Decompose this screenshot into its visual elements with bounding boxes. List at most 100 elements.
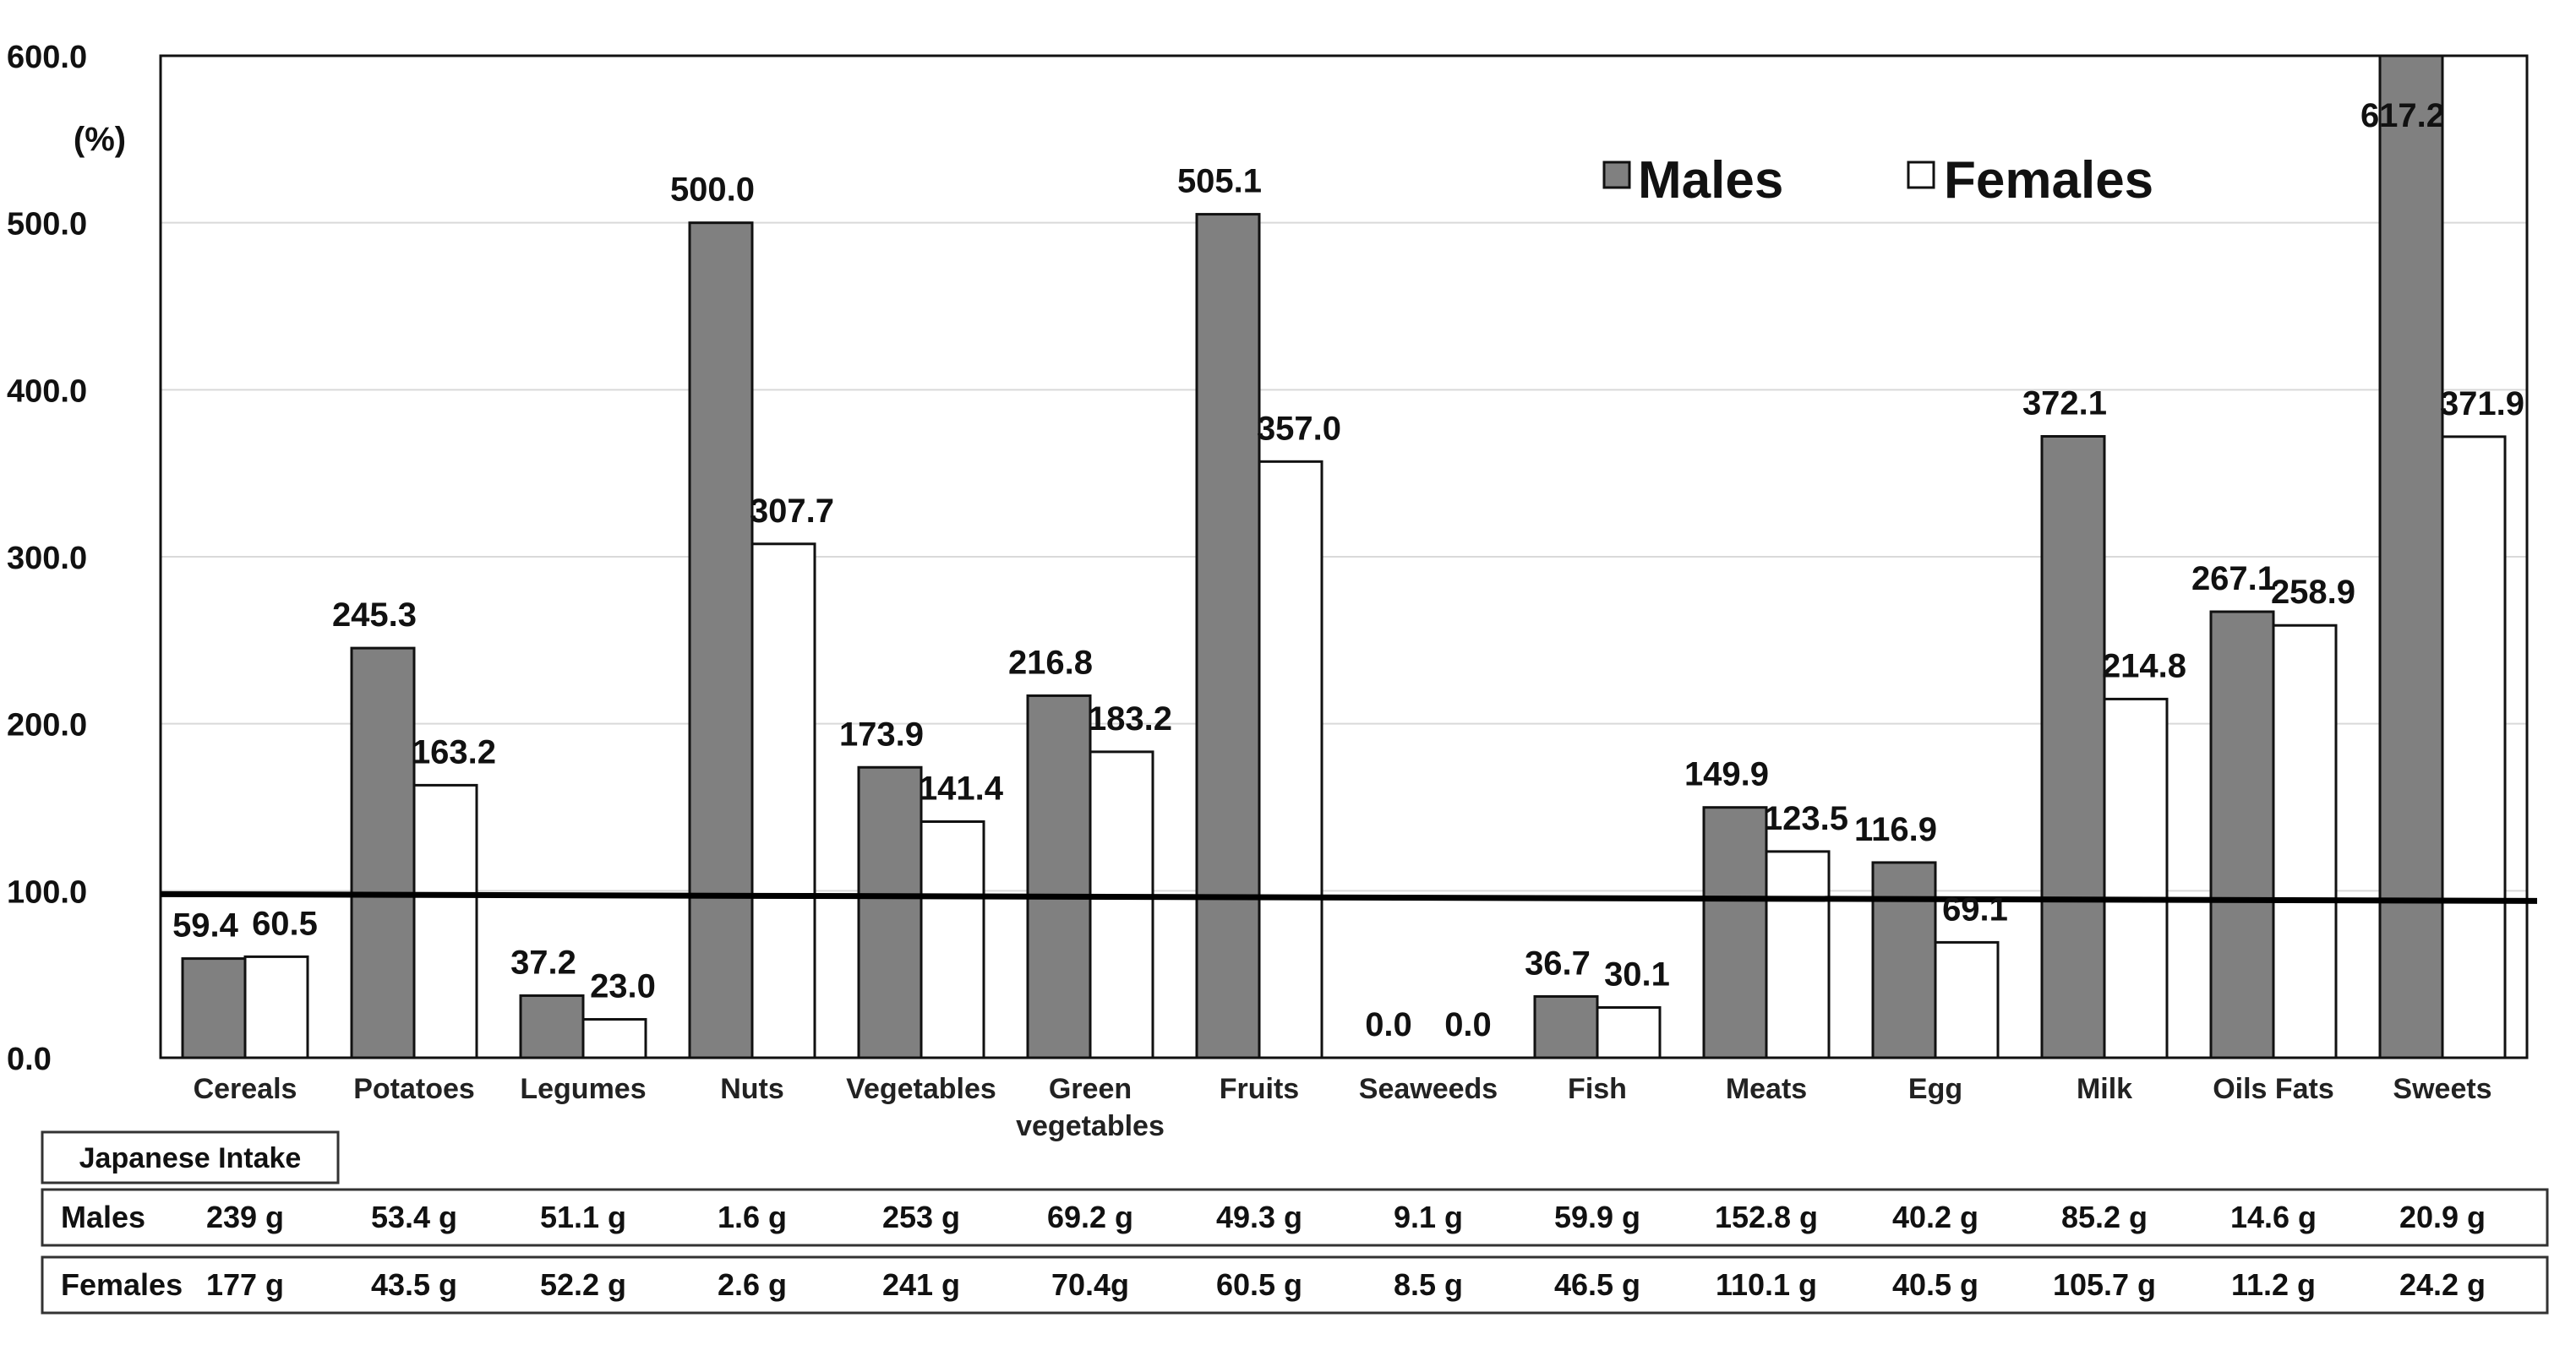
data-label-males-fish: 36.7 — [1525, 945, 1591, 982]
data-label-males-seaweeds: 0.0 — [1365, 1006, 1412, 1043]
table-title-box — [41, 1130, 340, 1184]
bar-females-meats — [1765, 850, 1831, 1059]
legend-swatch-females — [1907, 161, 1935, 189]
x-category-label: Cereals — [194, 1073, 297, 1105]
x-category-label: Oils Fats — [2213, 1073, 2334, 1105]
data-label-females-fish: 30.1 — [1604, 956, 1670, 994]
bar-males-oils-fats — [2209, 610, 2275, 1059]
x-axis-categories: Cereals Potatoes Legumes Nuts Vegetables Gree… — [194, 1073, 2492, 1142]
bar-females-fish — [1596, 1006, 1662, 1059]
x-category-label: Nuts — [720, 1073, 784, 1105]
plot-border — [159, 54, 2529, 1059]
table-cell: 152.8 g — [1715, 1200, 1818, 1234]
table-row-females-box — [41, 1255, 2549, 1315]
data-label-males-green-vegetables: 216.8 — [1008, 644, 1093, 681]
bar-females-egg — [1934, 940, 2000, 1059]
table-row-label-females: Females — [61, 1267, 183, 1302]
table-cell: 2.6 g — [718, 1267, 787, 1302]
legend-label-females: Females — [1944, 151, 2153, 210]
table-cell: 177 g — [206, 1267, 284, 1302]
bar-females-oils-fats — [2272, 623, 2338, 1059]
bar-males-milk — [2040, 434, 2106, 1059]
data-label-males-meats: 149.9 — [1684, 756, 1769, 793]
table-cell: 24.2 g — [2399, 1267, 2486, 1302]
table-cell: 43.5 g — [371, 1267, 457, 1302]
data-label-females-egg: 69.1 — [1942, 890, 2008, 928]
x-category-label: Fish — [1568, 1073, 1627, 1105]
x-category-label: Fruits — [1220, 1073, 1299, 1105]
x-category-label: vegetables — [1016, 1110, 1165, 1142]
y-tick-label: 0.0 — [7, 1042, 52, 1077]
legend-swatch-males — [1602, 161, 1631, 189]
table-cell: 20.9 g — [2399, 1200, 2486, 1234]
x-category-label: Sweets — [2393, 1073, 2491, 1105]
table-row-males-box — [41, 1188, 2549, 1247]
table-cell: 60.5 g — [1216, 1267, 1302, 1302]
bar-females-potatoes — [412, 783, 478, 1059]
y-tick-label: 300.0 — [7, 541, 87, 576]
bar-females-fruits — [1258, 460, 1323, 1059]
data-label-males-legumes: 37.2 — [510, 944, 576, 981]
bar-females-legumes — [581, 1018, 647, 1059]
data-label-females-cereals: 60.5 — [252, 905, 318, 942]
table-cell: 253 g — [882, 1200, 960, 1234]
bar-males-sweets — [2378, 54, 2444, 1059]
data-label-males-vegetables: 173.9 — [839, 716, 924, 753]
bar-females-nuts — [750, 542, 816, 1059]
table-cell: 8.5 g — [1394, 1267, 1463, 1302]
table-cell: 239 g — [206, 1200, 284, 1234]
data-label-females-seaweeds: 0.0 — [1444, 1006, 1492, 1043]
data-label-females-green-vegetables: 183.2 — [1088, 700, 1172, 738]
data-label-females-sweets: 371.9 — [2440, 385, 2524, 422]
bar-males-green-vegetables — [1026, 694, 1092, 1059]
bar-females-green-vegetables — [1089, 750, 1154, 1059]
table-cell: 52.2 g — [540, 1267, 626, 1302]
intake-table: Japanese Intake Males 239 g 53.4 g 51.1 g 1.… — [41, 1130, 2549, 1315]
table-cell: 9.1 g — [1394, 1200, 1463, 1234]
table-cells: Males 239 g 53.4 g 51.1 g 1.6 g 253 g 69.2 g 49… — [61, 1200, 2486, 1302]
data-label-males-cereals: 59.4 — [172, 907, 239, 945]
y-axis-unit-label: (%) — [74, 121, 126, 158]
gridlines — [161, 221, 2527, 892]
table-cell: 14.6 g — [2230, 1200, 2317, 1234]
table-cell: 70.4g — [1051, 1267, 1129, 1302]
bar-males-egg — [1871, 861, 1937, 1059]
x-category-label: Meats — [1726, 1073, 1807, 1105]
table-cell: 40.2 g — [1892, 1200, 1978, 1234]
y-tick-label: 400.0 — [7, 373, 87, 409]
table-cell: 85.2 g — [2061, 1200, 2148, 1234]
table-cell: 11.2 g — [2231, 1267, 2316, 1302]
bar-males-cereals — [181, 957, 247, 1059]
bar-males-meats — [1702, 806, 1768, 1059]
bar-females-milk — [2103, 697, 2169, 1059]
data-label-males-potatoes: 245.3 — [332, 596, 417, 634]
bar-females-cereals — [243, 955, 309, 1059]
bars — [181, 54, 2507, 1059]
table-cell: 59.9 g — [1554, 1200, 1640, 1234]
table-title: Japanese Intake — [79, 1142, 302, 1174]
y-axis-ticks: 0.0 100.0 200.0 300.0 400.0 500.0 600.0 — [7, 40, 87, 1077]
data-label-males-nuts: 500.0 — [670, 172, 755, 209]
table-cell: 105.7 g — [2053, 1267, 2156, 1302]
table-cell: 241 g — [882, 1267, 960, 1302]
table-cell: 110.1 g — [1716, 1267, 1817, 1302]
data-label-males-milk: 372.1 — [2022, 384, 2107, 422]
data-labels: 59.4 60.5 245.3 163.2 37.2 23.0 500.0 307.7 173.… — [172, 97, 2524, 1043]
x-category-label: Milk — [2077, 1073, 2132, 1105]
bar-males-vegetables — [857, 765, 923, 1059]
data-label-females-legumes: 23.0 — [590, 968, 656, 1005]
bar-males-fish — [1533, 994, 1599, 1059]
y-tick-label: 100.0 — [7, 874, 87, 910]
bar-males-nuts — [688, 221, 754, 1059]
table-row-label-males: Males — [61, 1200, 145, 1234]
table-cell: 1.6 g — [718, 1200, 787, 1234]
table-cell: 40.5 g — [1892, 1267, 1978, 1302]
bar-females-vegetables — [920, 820, 985, 1059]
data-label-females-potatoes: 163.2 — [412, 733, 496, 771]
table-cell: 46.5 g — [1554, 1267, 1640, 1302]
reference-line-100 — [160, 890, 2538, 904]
data-label-females-vegetables: 141.4 — [919, 770, 1004, 807]
data-label-females-fruits: 357.0 — [1257, 410, 1341, 447]
data-label-males-oils-fats: 267.1 — [2191, 560, 2276, 597]
